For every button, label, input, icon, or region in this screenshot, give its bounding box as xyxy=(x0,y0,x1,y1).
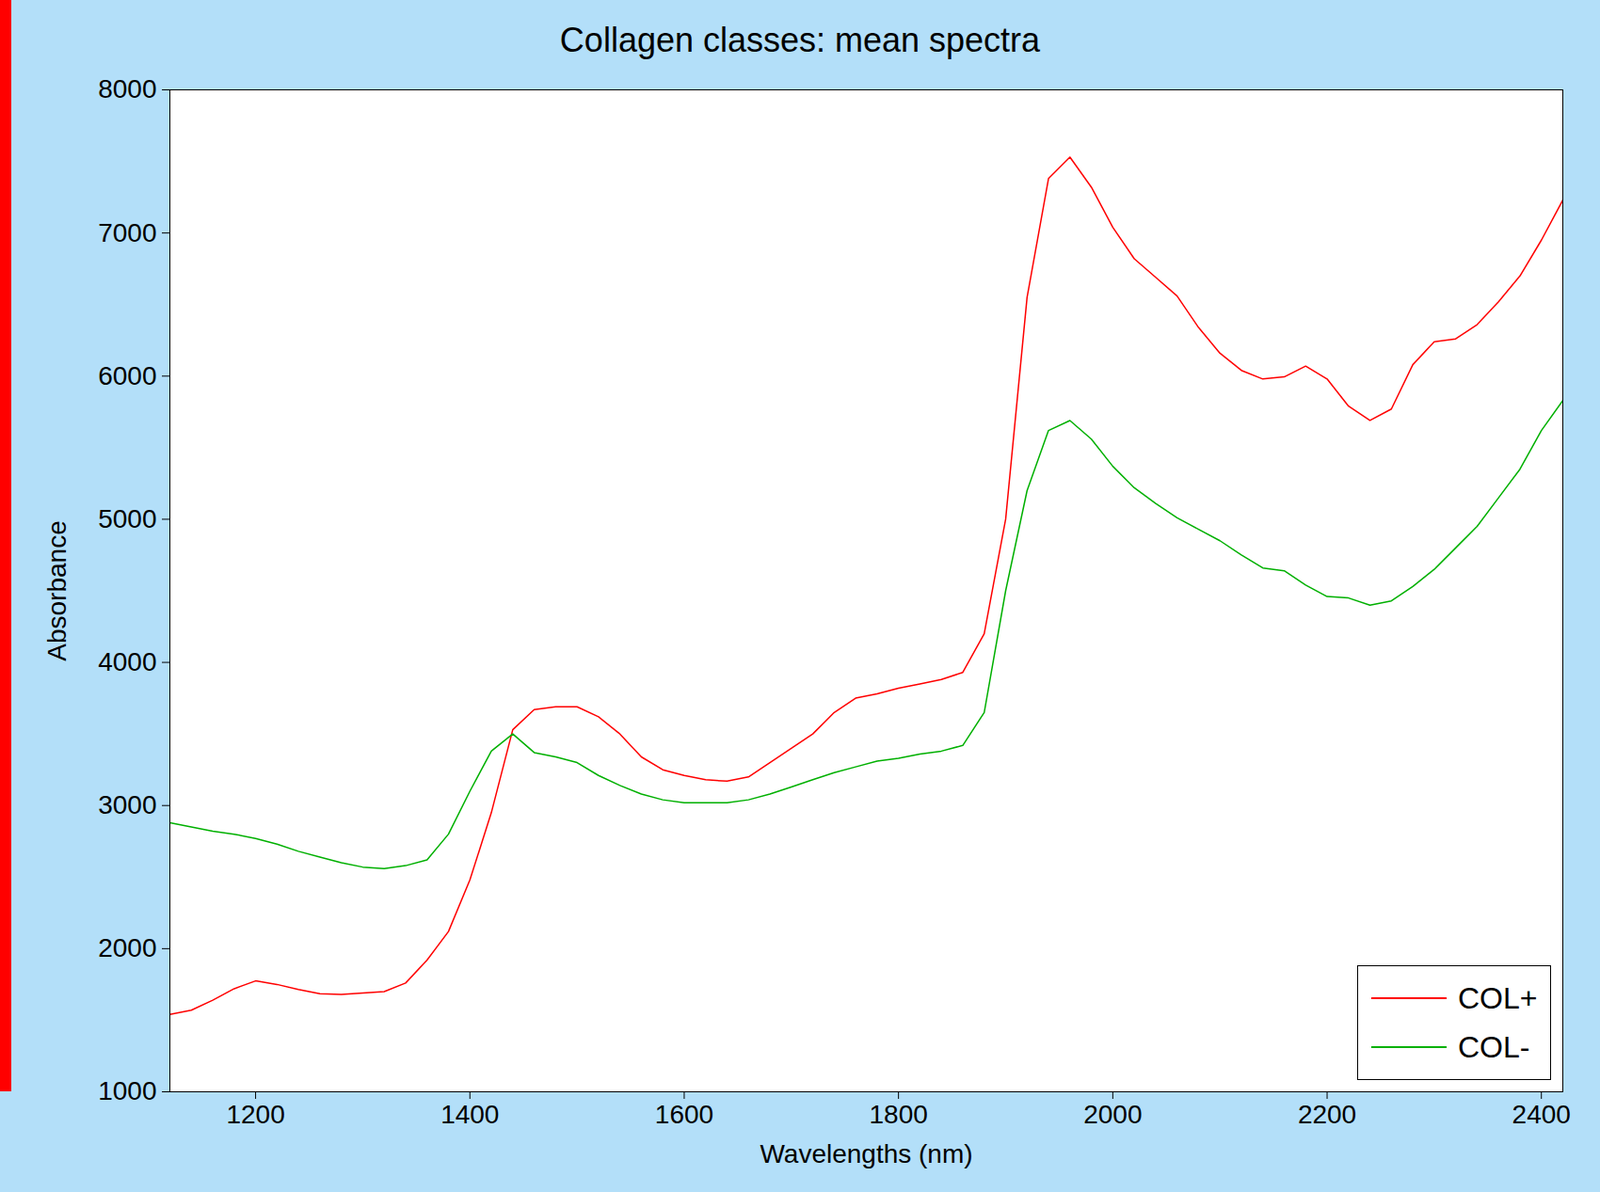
svg-text:3000: 3000 xyxy=(97,790,157,820)
svg-text:Wavelengths (nm): Wavelengths (nm) xyxy=(759,1139,973,1169)
svg-text:2200: 2200 xyxy=(1297,1100,1357,1130)
svg-text:5000: 5000 xyxy=(97,504,157,534)
svg-text:2000: 2000 xyxy=(1083,1100,1142,1130)
svg-text:6000: 6000 xyxy=(97,361,157,391)
svg-text:2400: 2400 xyxy=(1512,1100,1571,1130)
svg-text:Absorbance: Absorbance xyxy=(42,520,72,661)
svg-text:1400: 1400 xyxy=(440,1100,499,1130)
svg-text:1800: 1800 xyxy=(869,1100,928,1130)
svg-text:2000: 2000 xyxy=(97,933,157,963)
svg-text:8000: 8000 xyxy=(97,74,157,104)
html-text:COL+: COL+ xyxy=(1457,981,1538,1016)
svg-text:1200: 1200 xyxy=(225,1100,285,1130)
svg-text:7000: 7000 xyxy=(97,218,157,248)
html-text:COL-: COL- xyxy=(1457,1030,1530,1065)
svg-text:1600: 1600 xyxy=(655,1100,714,1130)
html-text:Collagen classes: mean spectra: Collagen classes: mean spectra xyxy=(559,20,1041,60)
svg-text:4000: 4000 xyxy=(97,647,157,677)
svg-text:1000: 1000 xyxy=(97,1076,157,1106)
